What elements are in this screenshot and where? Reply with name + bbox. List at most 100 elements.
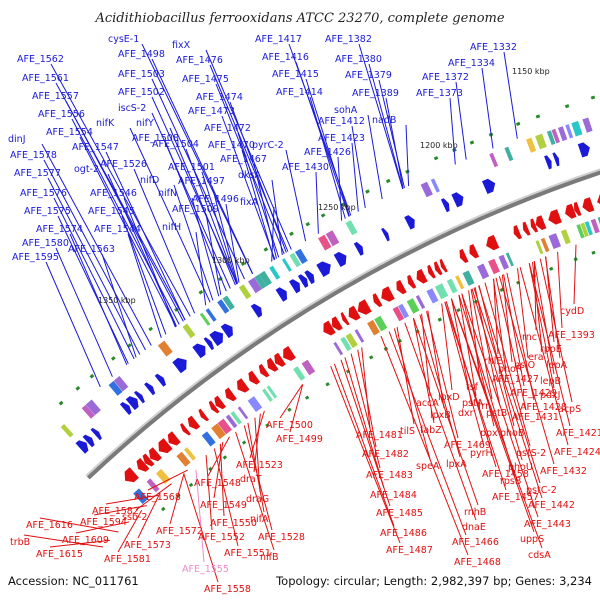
forward-gene-label-afe-1545[interactable]: AFE_1545 (88, 206, 135, 217)
reverse-gene-label-lpxb[interactable]: lpxB (430, 410, 451, 421)
reverse-gene-label-psts-2[interactable]: pstS-2 (516, 448, 546, 459)
reverse-gene-label-afe-1549[interactable]: AFE_1549 (200, 500, 247, 511)
forward-gene-label-afe-1417[interactable]: AFE_1417 (255, 34, 302, 45)
forward-gene-label-nifd[interactable]: nifD (140, 175, 159, 186)
forward-gene-label-afe-1574[interactable]: AFE_1574 (36, 224, 83, 235)
forward-gene-label-afe-1580[interactable]: AFE_1580 (22, 238, 69, 249)
forward-gene-label-afe-1502[interactable]: AFE_1502 (118, 87, 165, 98)
reverse-gene-label-afe-1500[interactable]: AFE_1500 (266, 420, 313, 431)
reverse-gene-label-afe-1469[interactable]: AFE_1469 (444, 440, 491, 451)
reverse-gene-label-nifb[interactable]: nifB (260, 552, 279, 563)
forward-gene-label-afe-1557[interactable]: AFE_1557 (32, 91, 79, 102)
reverse-gene-label-acca[interactable]: accA (416, 398, 439, 409)
forward-gene-label-afe-1412[interactable]: AFE_1412 (318, 116, 365, 127)
forward-gene-label-afe-1496[interactable]: AFE_1496 (192, 194, 239, 205)
forward-gene-label-afe-1578[interactable]: AFE_1578 (10, 150, 57, 161)
reverse-gene-label-rpoe[interactable]: rpoE (540, 344, 562, 355)
reverse-gene-label-pdxj[interactable]: pdxJ (540, 390, 560, 401)
reverse-gene-label-frr[interactable]: frr (478, 401, 489, 412)
reverse-gene-label-afe-1615[interactable]: AFE_1615 (36, 549, 83, 560)
forward-gene-label-afe-1389[interactable]: AFE_1389 (352, 88, 399, 99)
forward-gene-label-afe-1526[interactable]: AFE_1526 (100, 159, 147, 170)
reverse-gene-label-afe-1485[interactable]: AFE_1485 (376, 508, 423, 519)
reverse-gene-label-afe-1550[interactable]: AFE_1550 (210, 518, 257, 529)
reverse-gene-label-afe-1393[interactable]: AFE_1393 (548, 330, 595, 341)
reverse-gene-label-afe-1429[interactable]: AFE_1429 (510, 388, 557, 399)
reverse-gene-label-ppx[interactable]: ppx (480, 428, 498, 439)
reverse-gene-label-afe-1483[interactable]: AFE_1483 (366, 470, 413, 481)
reverse-gene-label-drag[interactable]: draG (246, 494, 269, 505)
reverse-gene-label-afe-1609[interactable]: AFE_1609 (62, 535, 109, 546)
reverse-gene-label-fabz[interactable]: fabZ (420, 425, 442, 436)
reverse-gene-label-afe-1466[interactable]: AFE_1466 (452, 537, 499, 548)
reverse-gene-label-afe-1486[interactable]: AFE_1486 (380, 528, 427, 539)
forward-gene-label-afe-1423[interactable]: AFE_1423 (318, 133, 365, 144)
reverse-gene-label-hslo[interactable]: hslO (514, 360, 535, 371)
reverse-gene-label-afe-1443[interactable]: AFE_1443 (524, 519, 571, 530)
reverse-gene-label-afe-1558[interactable]: AFE_1558 (204, 584, 251, 595)
forward-gene-label-afe-1509[interactable]: AFE_1509 (172, 204, 219, 215)
forward-gene-label-afe-1334[interactable]: AFE_1334 (448, 58, 495, 69)
reverse-gene-label-afe-1484[interactable]: AFE_1484 (370, 490, 417, 501)
reverse-gene-label-pyrh[interactable]: pyrH (470, 448, 493, 459)
reverse-gene-label-era[interactable]: era (528, 352, 544, 363)
forward-gene-label-afe-1414[interactable]: AFE_1414 (276, 87, 323, 98)
forward-gene-label-afe-1576[interactable]: AFE_1576 (20, 188, 67, 199)
reverse-gene-label-afe-1573[interactable]: AFE_1573 (124, 540, 171, 551)
forward-gene-label-afe-1467[interactable]: AFE_1467 (220, 154, 267, 165)
forward-gene-label-pyrc-2[interactable]: pyrC-2 (252, 140, 284, 151)
forward-gene-label-iscs-2[interactable]: iscS-2 (118, 103, 146, 114)
forward-gene-label-afe-1426[interactable]: AFE_1426 (304, 147, 351, 158)
reverse-gene-label-afe-1568[interactable]: AFE_1568 (134, 492, 181, 503)
reverse-gene-label-afe-1482[interactable]: AFE_1482 (362, 449, 409, 460)
reverse-gene-label-acps[interactable]: acpS (558, 404, 581, 415)
reverse-gene-label-ssb-2[interactable]: ssb-2 (122, 512, 147, 523)
reverse-gene-label-afe-1481[interactable]: AFE_1481 (356, 430, 403, 441)
reverse-gene-label-afe-1442[interactable]: AFE_1442 (528, 500, 575, 511)
reverse-gene-label-afe-1523[interactable]: AFE_1523 (236, 460, 283, 471)
forward-gene-label-fixx[interactable]: fixX (172, 40, 191, 51)
reverse-gene-label-phob[interactable]: phoB (500, 428, 524, 439)
reverse-gene-label-psta[interactable]: pstA (462, 398, 484, 409)
forward-gene-label-afe-1577[interactable]: AFE_1577 (14, 168, 61, 179)
forward-gene-label-afe-1415[interactable]: AFE_1415 (272, 69, 319, 80)
forward-gene-label-afe-1498[interactable]: AFE_1498 (118, 49, 165, 60)
reverse-gene-label-rnc[interactable]: rnc (522, 332, 537, 343)
reverse-gene-label-afe-1528[interactable]: AFE_1528 (258, 532, 305, 543)
forward-gene-label-afe-1379[interactable]: AFE_1379 (345, 70, 392, 81)
reverse-gene-label-afe-1572[interactable]: AFE_1572 (156, 526, 203, 537)
reverse-gene-label-phor[interactable]: phoR (498, 364, 523, 375)
forward-gene-label-afe-1561[interactable]: AFE_1561 (22, 73, 69, 84)
reverse-gene-label-afe-1551[interactable]: AFE_1551 (224, 548, 271, 559)
reverse-gene-label-upps[interactable]: uppS (520, 534, 544, 545)
forward-gene-label-afe-1554[interactable]: AFE_1554 (46, 127, 93, 138)
forward-gene-label-afe-1504[interactable]: AFE_1504 (152, 139, 199, 150)
reverse-gene-label-trbb[interactable]: trbB (10, 537, 30, 548)
reverse-gene-label-afe-1552[interactable]: AFE_1552 (198, 532, 245, 543)
forward-gene-label-afe-1475[interactable]: AFE_1475 (182, 74, 229, 85)
reverse-gene-label-afe-1499[interactable]: AFE_1499 (276, 434, 323, 445)
reverse-gene-label-afe-1427[interactable]: AFE_1427 (492, 374, 539, 385)
reverse-gene-label-afe-1581[interactable]: AFE_1581 (104, 554, 151, 565)
reverse-gene-label-lpxd[interactable]: lpxD (438, 392, 460, 403)
forward-gene-label-cyse-1[interactable]: cysE-1 (108, 34, 139, 45)
reverse-gene-label-afe-1487[interactable]: AFE_1487 (386, 545, 433, 556)
forward-gene-label-afe-1575[interactable]: AFE_1575 (24, 206, 71, 217)
forward-gene-label-afe-1474[interactable]: AFE_1474 (196, 92, 243, 103)
reverse-gene-label-cdsa[interactable]: cdsA (528, 550, 551, 561)
forward-gene-label-afe-1595[interactable]: AFE_1595 (12, 252, 59, 263)
forward-gene-label-nifh[interactable]: nifH (162, 222, 181, 233)
forward-gene-label-afe-1476[interactable]: AFE_1476 (176, 55, 223, 66)
forward-gene-label-afe-1546[interactable]: AFE_1546 (90, 188, 137, 199)
forward-gene-label-afe-1473[interactable]: AFE_1473 (188, 106, 235, 117)
forward-gene-label-afe-1332[interactable]: AFE_1332 (470, 42, 517, 53)
forward-gene-label-afe-1430[interactable]: AFE_1430 (282, 162, 329, 173)
reverse-gene-label-afe-1457[interactable]: AFE_1457 (492, 492, 539, 503)
forward-gene-label-soha[interactable]: sohA (334, 105, 358, 116)
reverse-gene-label-drat[interactable]: draT (240, 474, 262, 485)
reverse-gene-label-afe-1582[interactable]: AFE_1582 (92, 506, 139, 517)
reverse-gene-label-phou[interactable]: phoU (508, 462, 533, 473)
forward-gene-label-afe-1470[interactable]: AFE_1470 (208, 140, 255, 151)
forward-gene-label-afe-1416[interactable]: AFE_1416 (262, 52, 309, 63)
forward-gene-label-afe-1382[interactable]: AFE_1382 (325, 34, 372, 45)
